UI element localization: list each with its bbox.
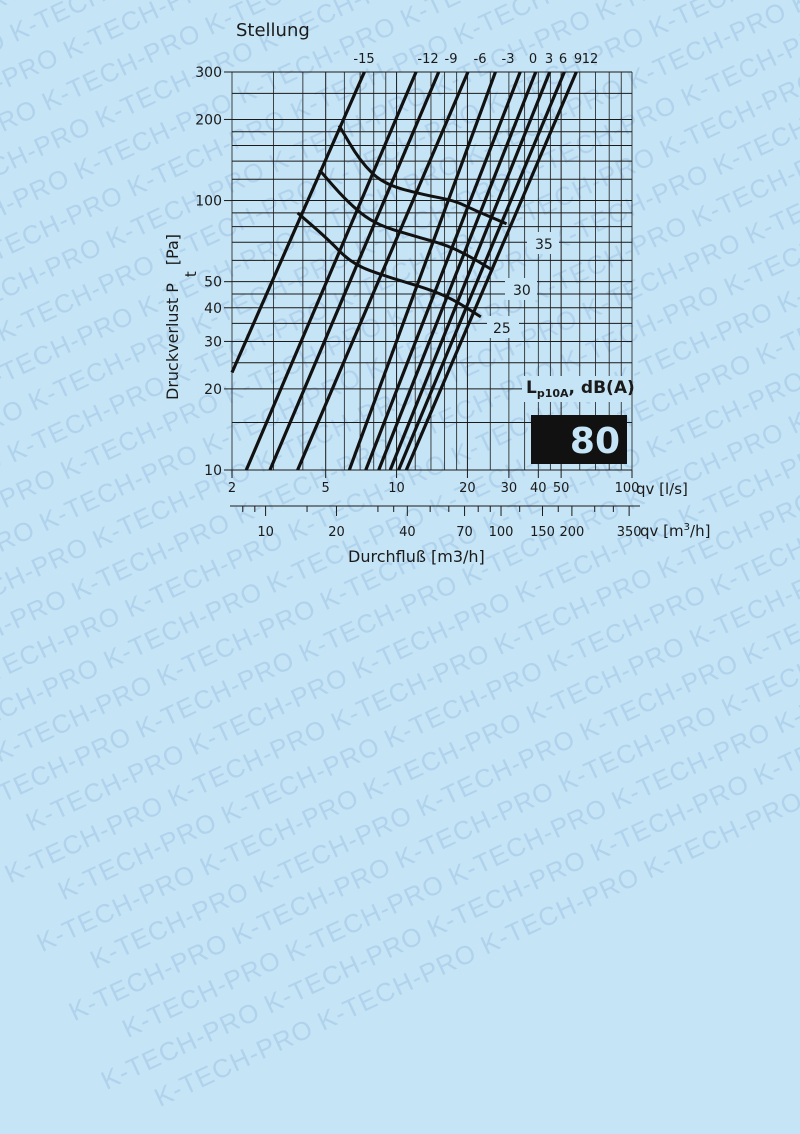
y-tick-label: 20 bbox=[204, 382, 222, 398]
x-tick-label-ls: 50 bbox=[553, 481, 570, 496]
x-tick-label-ls: 40 bbox=[530, 481, 547, 496]
y-axis-label: Druckverlust Pt[Pa] bbox=[163, 234, 200, 400]
iso-30-label-bg bbox=[505, 278, 537, 300]
x-tick-label-m3h: 40 bbox=[399, 525, 416, 540]
noise-badge bbox=[531, 415, 627, 464]
noise-isolines bbox=[296, 124, 508, 319]
y-tick-label: 40 bbox=[204, 301, 222, 317]
stellung-line--15 bbox=[230, 71, 366, 374]
qv-m3h-label: qv [m3/h] bbox=[640, 522, 710, 540]
stellung-label: 6 bbox=[559, 52, 567, 67]
x-tick-label-ls: 5 bbox=[322, 481, 330, 496]
y-axis-ticks: 10 20 30 40 50 100 200 300 bbox=[195, 65, 232, 479]
y-tick-label: 200 bbox=[195, 112, 222, 128]
stellung-label: 0 bbox=[529, 52, 537, 67]
y-tick-label: 300 bbox=[195, 65, 222, 81]
noise-label-bg bbox=[522, 376, 630, 402]
x-tick-label-m3h: 20 bbox=[328, 525, 345, 540]
x-tick-label-m3h: 150 bbox=[530, 525, 555, 540]
stellung-line-9 bbox=[397, 71, 566, 471]
stellung-line--12 bbox=[244, 71, 418, 471]
x-axis-ticks-m3h: 10 20 40 70 100 150 200 350 bbox=[230, 505, 642, 540]
stellung-title: Stellung bbox=[236, 20, 310, 41]
y-tick-label: 10 bbox=[204, 463, 222, 479]
x-tick-label-m3h: 350 bbox=[617, 525, 642, 540]
stellung-label: -6 bbox=[474, 52, 487, 67]
stellung-line--6 bbox=[296, 71, 470, 471]
isoline-35 bbox=[337, 124, 508, 226]
x-tick-label-m3h: 10 bbox=[257, 525, 274, 540]
x-tick-label-ls: 20 bbox=[459, 481, 476, 496]
y-tick-label: 30 bbox=[204, 334, 222, 350]
y-tick-label: 100 bbox=[195, 194, 222, 210]
stellung-label: 3 bbox=[545, 52, 553, 67]
stellung-line-0 bbox=[364, 71, 522, 471]
noise-value: 80 bbox=[570, 421, 620, 462]
stellung-line--3 bbox=[347, 71, 497, 471]
stellung-label: -3 bbox=[502, 52, 515, 67]
stellung-label: -15 bbox=[353, 52, 374, 67]
iso-30-label: 30 bbox=[513, 283, 531, 299]
iso-25-label: 25 bbox=[493, 321, 511, 337]
isoline-25 bbox=[296, 211, 482, 319]
stellung-label: 12 bbox=[582, 52, 599, 67]
stellung-line--9 bbox=[268, 71, 441, 471]
x-tick-label-ls: 100 bbox=[615, 481, 640, 496]
x-tick-label-m3h: 100 bbox=[489, 525, 514, 540]
iso-25-label-bg bbox=[487, 316, 519, 338]
noise-label: Lp10A, dB(A) bbox=[526, 378, 635, 400]
x-tick-label-ls: 2 bbox=[228, 481, 236, 496]
iso-35-label-bg bbox=[527, 232, 559, 254]
isoline-30 bbox=[318, 168, 494, 272]
iso-35-label: 35 bbox=[535, 237, 553, 253]
stellung-label: -12 bbox=[417, 52, 438, 67]
stellung-label: -9 bbox=[445, 52, 458, 67]
x-axis-ticks-ls: 2 5 10 20 30 40 50 100 bbox=[228, 470, 640, 496]
stellung-labels: -15 -12 -9 -6 -3 0 3 6 9 12 bbox=[353, 52, 598, 67]
x-tick-label-m3h: 70 bbox=[456, 525, 473, 540]
stellung-line-3 bbox=[377, 71, 538, 471]
y-tick-label: 50 bbox=[204, 275, 222, 291]
x-tick-label-ls: 10 bbox=[388, 481, 405, 496]
x-axis-label: Durchfluß [m3/h] bbox=[348, 547, 485, 566]
x-tick-label-m3h: 200 bbox=[559, 525, 584, 540]
stellung-line-6 bbox=[388, 71, 552, 471]
stellung-label: 9 bbox=[574, 52, 582, 67]
x-tick-label-ls: 30 bbox=[501, 481, 518, 496]
qv-ls-label: qv [l/s] bbox=[636, 480, 688, 498]
